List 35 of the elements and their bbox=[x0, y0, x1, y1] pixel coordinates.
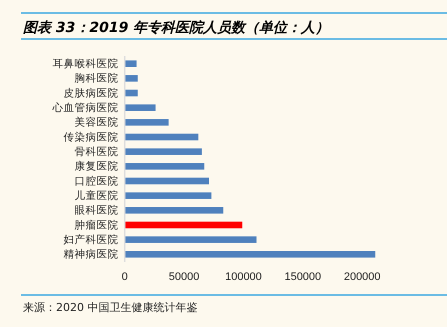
y-tick-label: 儿童医院 bbox=[74, 189, 119, 202]
x-tick-label: 0 bbox=[122, 270, 128, 283]
y-tick-label: 精神病医院 bbox=[64, 248, 119, 261]
bar bbox=[124, 119, 169, 126]
y-tick-label: 耳鼻喉科医院 bbox=[52, 57, 119, 70]
y-tick-label: 肿瘤医院 bbox=[74, 218, 119, 232]
bar bbox=[124, 251, 376, 258]
bar bbox=[124, 75, 138, 82]
source-note: 来源：2020 中国卫生健康统计年鉴 bbox=[23, 301, 198, 314]
bar bbox=[124, 207, 224, 214]
bar bbox=[124, 104, 156, 111]
y-tick-label: 妇产科医院 bbox=[64, 233, 119, 246]
bar bbox=[124, 192, 212, 199]
y-tick-label: 皮肤病医院 bbox=[64, 86, 119, 100]
x-tick-label: 50000 bbox=[168, 270, 200, 283]
y-tick-label: 康复医院 bbox=[74, 160, 119, 173]
x-tick-label: 200000 bbox=[344, 270, 381, 283]
bar bbox=[124, 163, 204, 170]
chart-title: 图表 33：2019 年专科医院人员数（单位：人） bbox=[23, 19, 330, 36]
y-tick-label: 胸科医院 bbox=[74, 72, 119, 85]
bar bbox=[124, 148, 202, 155]
bar bbox=[124, 60, 137, 67]
bar bbox=[124, 222, 242, 228]
y-tick-label: 心血管病医院 bbox=[52, 101, 119, 114]
y-tick-label: 眼科医院 bbox=[74, 204, 119, 217]
y-tick-label: 骨科医院 bbox=[74, 145, 119, 158]
bar bbox=[124, 236, 257, 243]
bar bbox=[124, 90, 138, 96]
bar bbox=[124, 134, 198, 140]
bar bbox=[124, 178, 210, 184]
x-tick-label: 150000 bbox=[284, 270, 322, 283]
y-tick-label: 口腔医院 bbox=[74, 174, 119, 188]
y-tick-label: 传染病医院 bbox=[64, 130, 119, 144]
x-tick-label: 100000 bbox=[225, 270, 262, 283]
y-tick-label: 美容医院 bbox=[74, 116, 119, 129]
